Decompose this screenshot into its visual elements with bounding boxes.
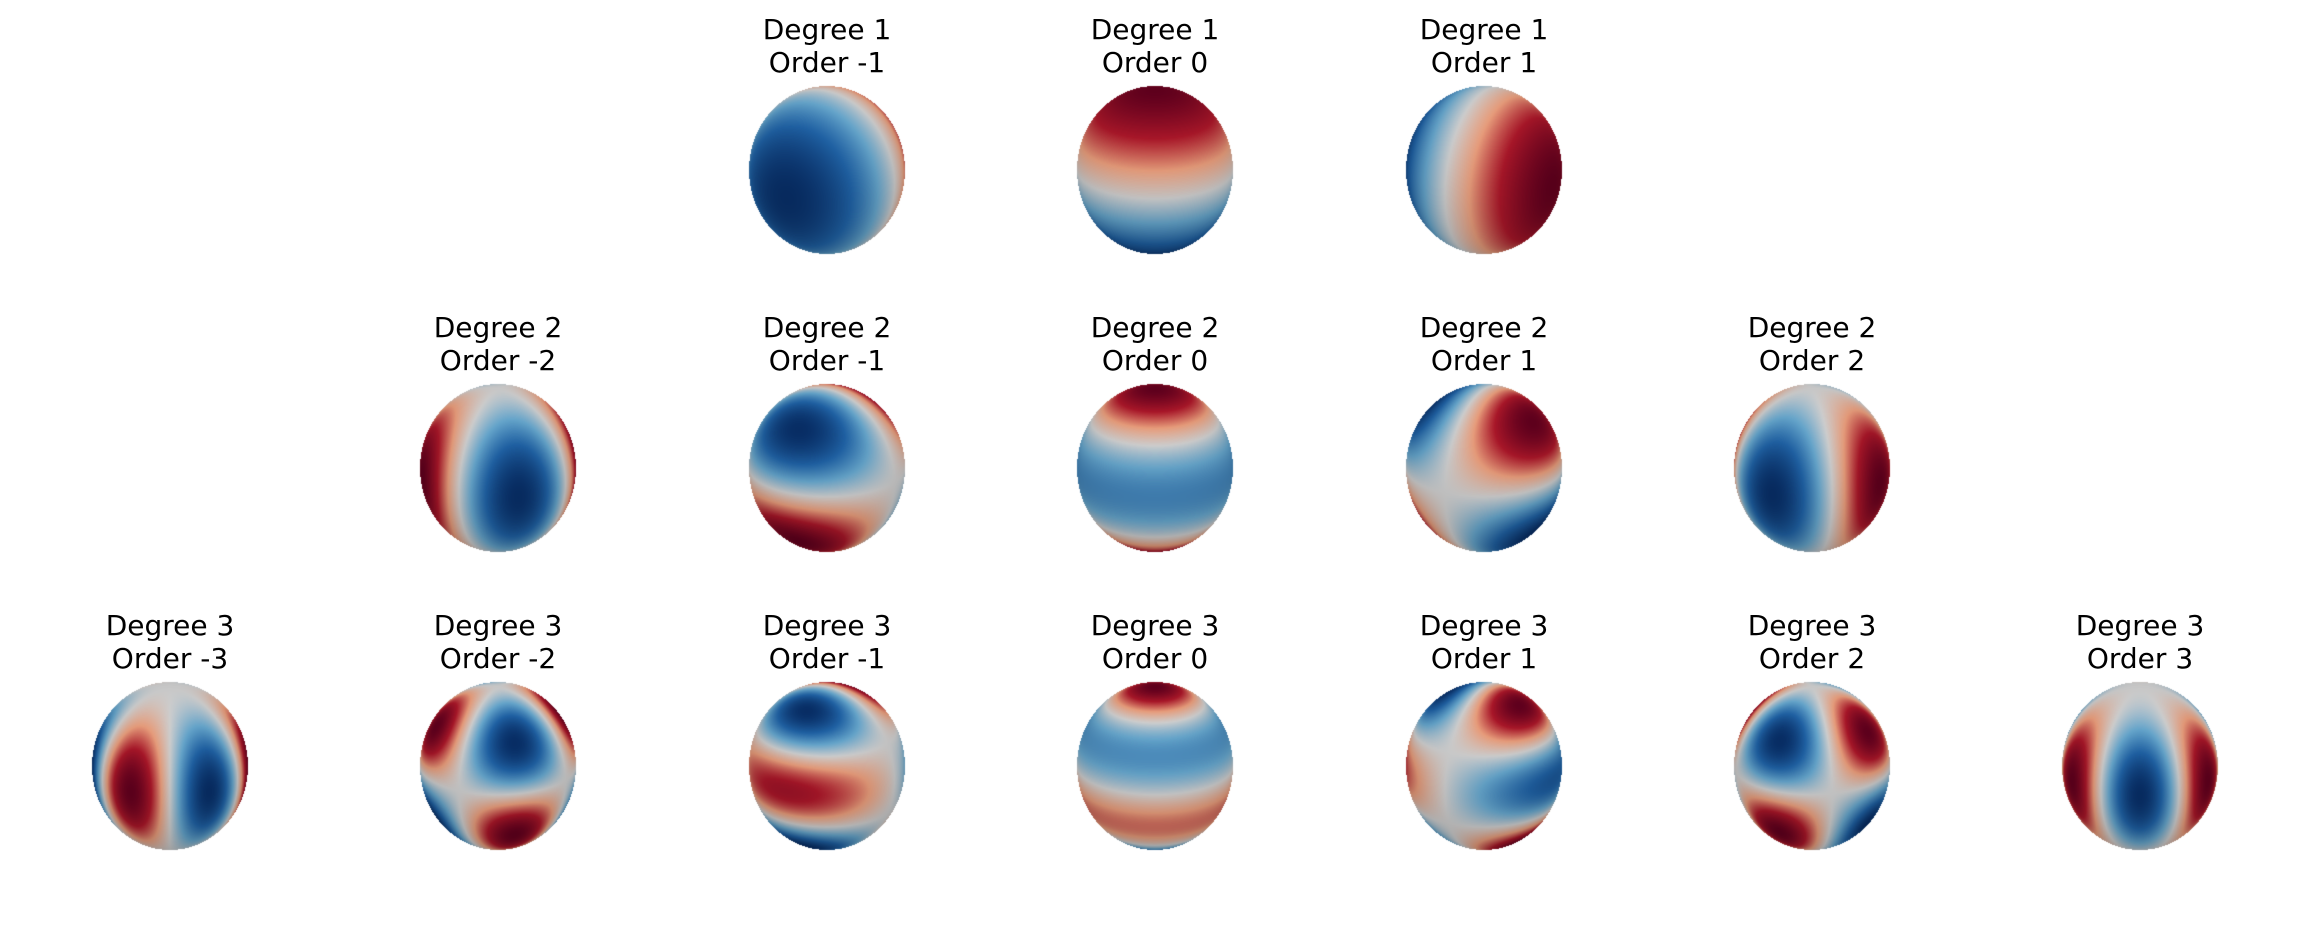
panel-degree-3-order-2: Degree 3 Order 2 <box>1692 601 1932 861</box>
degree-label: Degree 3 <box>1747 609 1877 642</box>
panel-degree-3-order-3: Degree 3 Order 3 <box>2020 601 2260 861</box>
harmonic-sphere <box>1405 383 1563 553</box>
order-label: Order 0 <box>1101 46 1209 79</box>
order-label: Order 1 <box>1430 642 1538 675</box>
order-label: Order 2 <box>1758 344 1866 377</box>
panel-title: Degree 3 Order 3 <box>2020 609 2260 675</box>
degree-label: Degree 3 <box>1090 609 1220 642</box>
harmonic-sphere <box>748 681 906 851</box>
panel-degree-2-order-m2: Degree 2 Order -2 <box>378 303 618 563</box>
panel-degree-2-order-1: Degree 2 Order 1 <box>1364 303 1604 563</box>
panel-degree-2-order-0: Degree 2 Order 0 <box>1035 303 1275 563</box>
degree-label: Degree 2 <box>1419 311 1549 344</box>
panel-degree-1-order-m1: Degree 1 Order -1 <box>707 5 947 265</box>
panel-title: Degree 3 Order -1 <box>707 609 947 675</box>
panel-title: Degree 3 Order 0 <box>1035 609 1275 675</box>
order-label: Order -2 <box>439 344 557 377</box>
harmonic-sphere <box>1076 681 1234 851</box>
degree-label: Degree 3 <box>105 609 235 642</box>
harmonic-sphere <box>419 681 577 851</box>
order-label: Order 1 <box>1430 344 1538 377</box>
degree-label: Degree 3 <box>433 609 563 642</box>
panel-title: Degree 2 Order -2 <box>378 311 618 377</box>
order-label: Order 0 <box>1101 642 1209 675</box>
harmonic-sphere <box>1733 681 1891 851</box>
harmonic-sphere <box>419 383 577 553</box>
degree-label: Degree 1 <box>1090 13 1220 46</box>
panel-title: Degree 3 Order -2 <box>378 609 618 675</box>
panel-degree-1-order-0: Degree 1 Order 0 <box>1035 5 1275 265</box>
panel-degree-3-order-0: Degree 3 Order 0 <box>1035 601 1275 861</box>
harmonic-sphere <box>1733 383 1891 553</box>
order-label: Order -1 <box>768 344 886 377</box>
degree-label: Degree 2 <box>1090 311 1220 344</box>
harmonic-sphere <box>2061 681 2219 851</box>
degree-label: Degree 3 <box>762 609 892 642</box>
panel-title: Degree 2 Order -1 <box>707 311 947 377</box>
panel-degree-3-order-m1: Degree 3 Order -1 <box>707 601 947 861</box>
panel-title: Degree 3 Order 2 <box>1692 609 1932 675</box>
panel-title: Degree 3 Order -3 <box>50 609 290 675</box>
panel-degree-3-order-m3: Degree 3 Order -3 <box>50 601 290 861</box>
harmonic-sphere <box>748 85 906 255</box>
order-label: Order 2 <box>1758 642 1866 675</box>
panel-title: Degree 2 Order 0 <box>1035 311 1275 377</box>
degree-label: Degree 1 <box>1419 13 1549 46</box>
panel-title: Degree 1 Order -1 <box>707 13 947 79</box>
order-label: Order 0 <box>1101 344 1209 377</box>
order-label: Order -2 <box>439 642 557 675</box>
panel-title: Degree 1 Order 1 <box>1364 13 1604 79</box>
panel-title: Degree 2 Order 1 <box>1364 311 1604 377</box>
panel-degree-3-order-m2: Degree 3 Order -2 <box>378 601 618 861</box>
degree-label: Degree 1 <box>762 13 892 46</box>
harmonic-sphere <box>1076 383 1234 553</box>
degree-label: Degree 3 <box>2075 609 2205 642</box>
degree-label: Degree 2 <box>433 311 563 344</box>
panel-title: Degree 2 Order 2 <box>1692 311 1932 377</box>
panel-degree-2-order-2: Degree 2 Order 2 <box>1692 303 1932 563</box>
panel-degree-3-order-1: Degree 3 Order 1 <box>1364 601 1604 861</box>
order-label: Order -1 <box>768 642 886 675</box>
harmonic-sphere <box>1076 85 1234 255</box>
degree-label: Degree 2 <box>1747 311 1877 344</box>
panel-degree-1-order-1: Degree 1 Order 1 <box>1364 5 1604 265</box>
panel-degree-2-order-m1: Degree 2 Order -1 <box>707 303 947 563</box>
harmonic-sphere <box>1405 681 1563 851</box>
harmonic-sphere <box>91 681 249 851</box>
order-label: Order 1 <box>1430 46 1538 79</box>
panel-title: Degree 3 Order 1 <box>1364 609 1604 675</box>
panel-title: Degree 1 Order 0 <box>1035 13 1275 79</box>
order-label: Order 3 <box>2086 642 2194 675</box>
degree-label: Degree 3 <box>1419 609 1549 642</box>
harmonic-sphere <box>1405 85 1563 255</box>
degree-label: Degree 2 <box>762 311 892 344</box>
harmonic-sphere <box>748 383 906 553</box>
order-label: Order -3 <box>111 642 229 675</box>
order-label: Order -1 <box>768 46 886 79</box>
